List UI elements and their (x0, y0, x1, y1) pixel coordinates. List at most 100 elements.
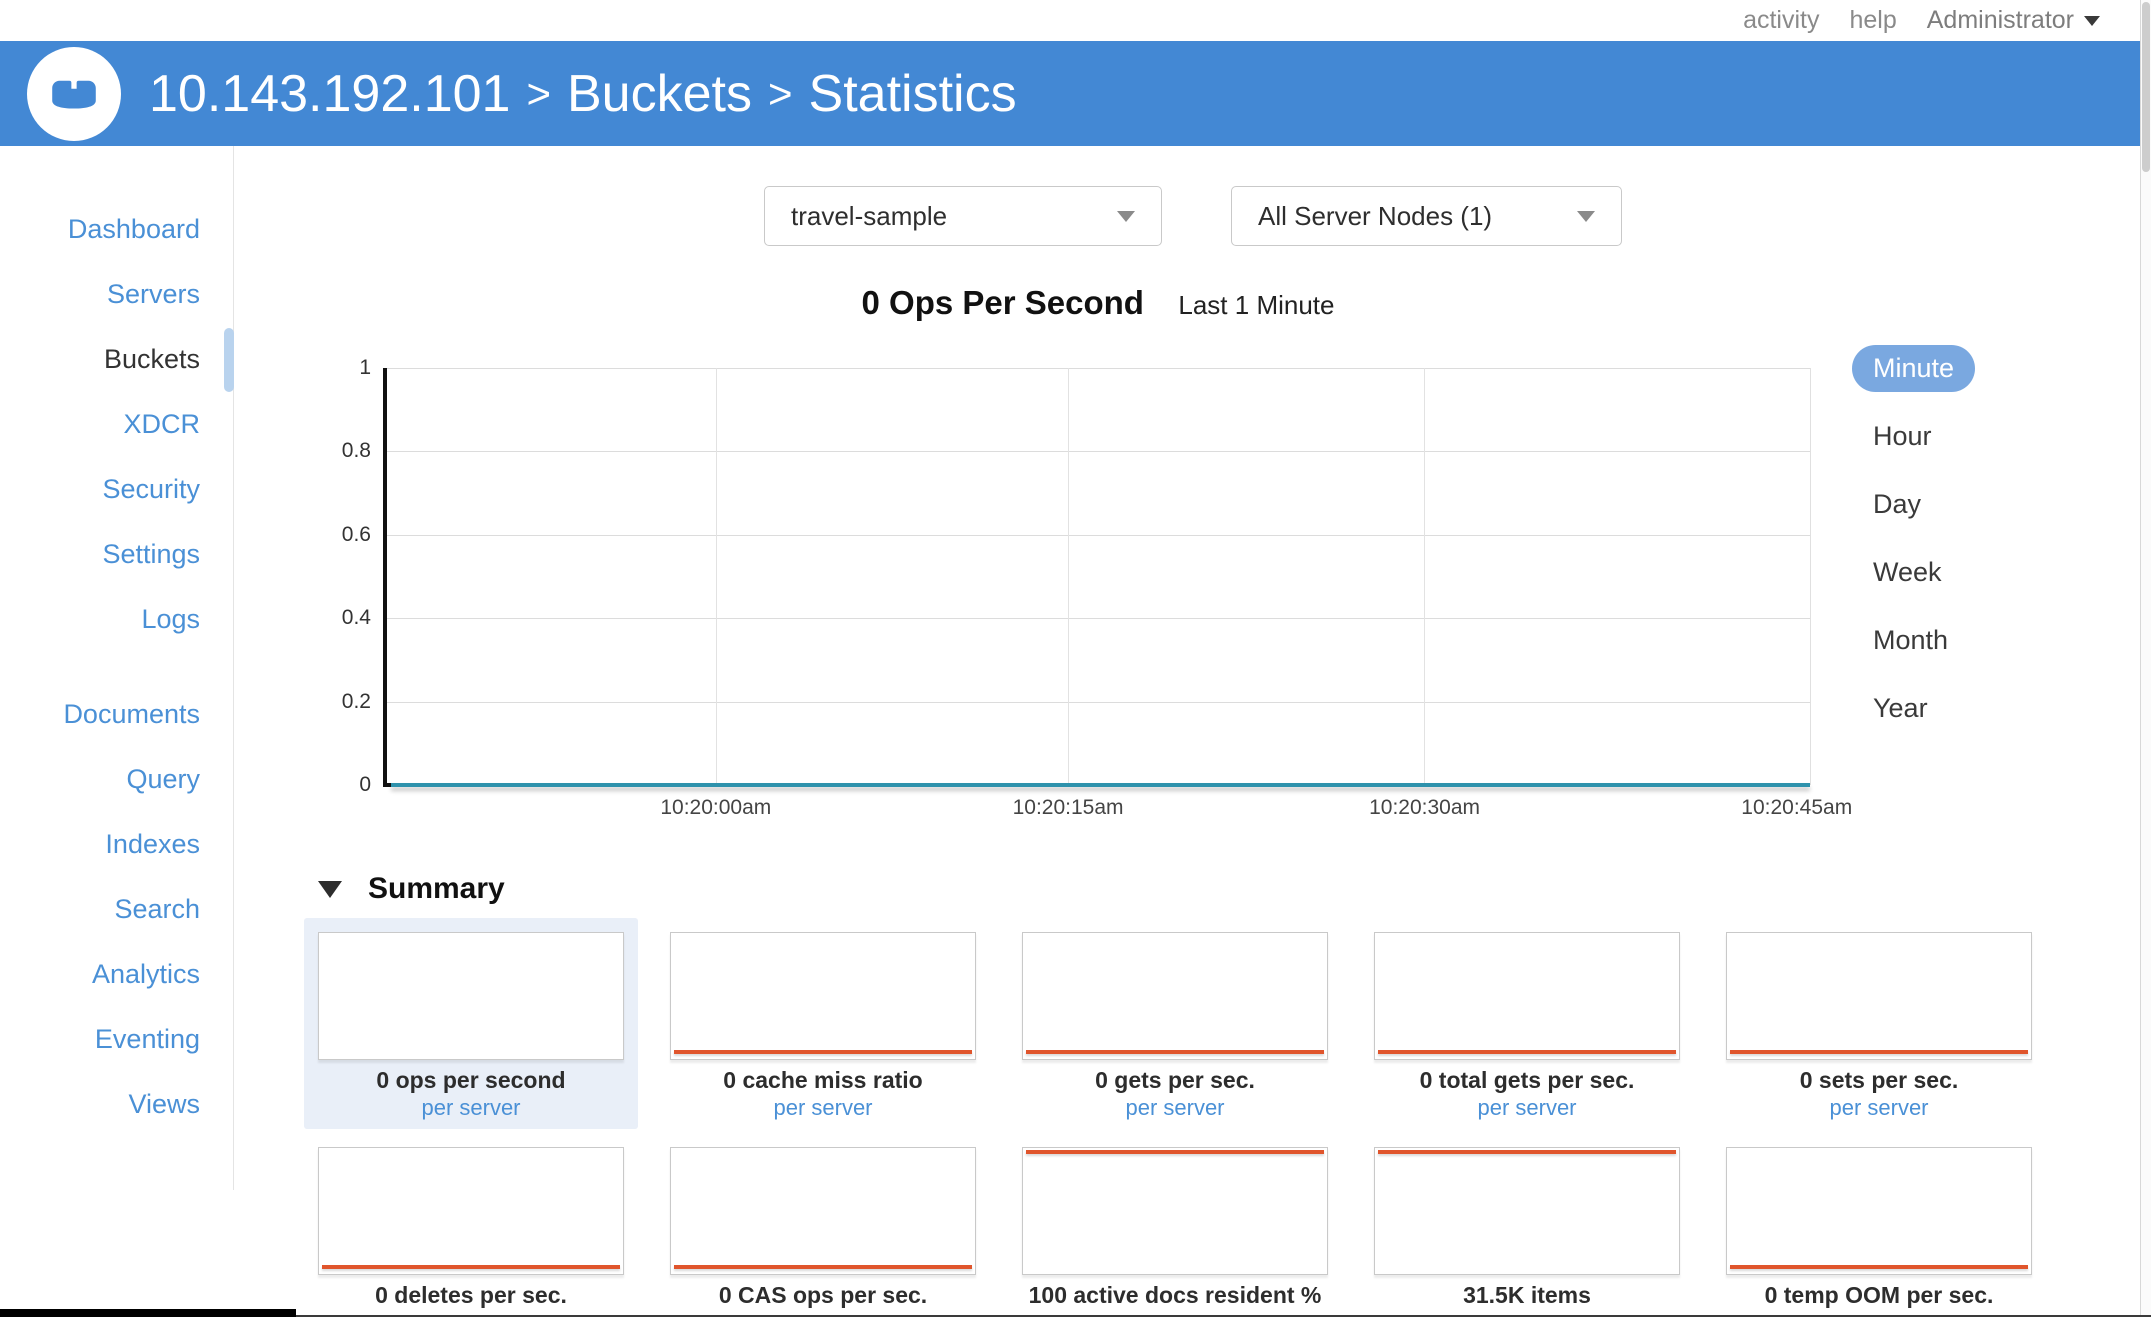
summary-section-toggle[interactable]: Summary (318, 872, 505, 906)
per-server-link[interactable]: per server (1125, 1095, 1225, 1121)
sidebar-item-dashboard[interactable]: Dashboard (67, 214, 200, 244)
per-server-link[interactable]: per server (773, 1095, 873, 1121)
page-scrollbar[interactable] (2140, 0, 2151, 1317)
time-range-week[interactable]: Week (1873, 557, 1942, 587)
stat-card-sets-per-sec[interactable]: 0 sets per sec. per server (1712, 918, 2046, 1129)
scrollbar-thumb[interactable] (2142, 2, 2150, 172)
chevron-down-icon (2084, 15, 2100, 26)
sidebar-item-analytics[interactable]: Analytics (91, 959, 200, 989)
breadcrumb-section: Buckets (567, 64, 752, 123)
user-name: Administrator (1926, 6, 2074, 34)
breadcrumb-subsection: Statistics (808, 64, 1017, 123)
ops-per-second-chart (383, 368, 1811, 787)
stat-mini-chart (670, 1146, 976, 1275)
sparkline (322, 1264, 620, 1269)
sparkline (1026, 1149, 1324, 1154)
stat-label: 0 temp OOM per sec. (1764, 1281, 1994, 1308)
stat-label: 0 ops per second (376, 1067, 566, 1093)
stat-mini-chart (318, 1146, 624, 1275)
sidebar-item-query[interactable]: Query (126, 764, 200, 794)
sidebar-item-settings[interactable]: Settings (102, 539, 200, 569)
sidebar-item-views[interactable]: Views (128, 1089, 200, 1119)
per-server-link[interactable]: per server (670, 1310, 976, 1317)
chevron-down-icon (1577, 210, 1595, 222)
stat-card-total-gets-per-sec[interactable]: 0 total gets per sec. per server (1360, 918, 1694, 1129)
sidebar-item-xdcr[interactable]: XDCR (123, 409, 200, 439)
stat-card-ops-per-second[interactable]: 0 ops per second per server (304, 918, 638, 1129)
gridline (385, 618, 1810, 620)
stat-card-active-docs-resident[interactable]: 100 active docs resident % per server (1008, 1133, 1342, 1317)
sparkline (1730, 1264, 2028, 1269)
stat-card-gets-per-sec[interactable]: 0 gets per sec. per server (1008, 918, 1342, 1129)
stat-label: 0 sets per sec. (1799, 1067, 1959, 1093)
sidebar-item-logs[interactable]: Logs (141, 604, 200, 634)
app-header: 10.143.192.101 > Buckets > Statistics (0, 41, 2140, 146)
per-server-link[interactable]: per server (421, 1095, 521, 1121)
chart-selectors: travel-sample All Server Nodes (1) (764, 186, 1622, 246)
per-server-link[interactable]: per server (318, 1310, 624, 1317)
time-range-year[interactable]: Year (1873, 693, 1928, 723)
collapse-triangle-icon (318, 880, 342, 898)
y-tick: 0.6 (341, 523, 371, 546)
summary-heading: Summary (368, 872, 505, 905)
stat-card-cache-miss-ratio[interactable]: 0 cache miss ratio per server (656, 918, 990, 1129)
time-range-selector: Minute Hour Day Week Month Year (1852, 345, 1976, 753)
breadcrumb-host: 10.143.192.101 (149, 64, 511, 123)
gridline (385, 701, 1810, 703)
bucket-select[interactable]: travel-sample (764, 186, 1162, 246)
x-tick: 10:20:45am (1741, 796, 1853, 819)
x-tick: 10:20:00am (660, 796, 772, 819)
time-range-month[interactable]: Month (1873, 625, 1949, 655)
time-range-minute[interactable]: Minute (1852, 345, 1976, 392)
sidebar-item-buckets[interactable]: Buckets (103, 344, 200, 374)
y-tick: 0.8 (341, 439, 371, 462)
stat-card-deletes-per-sec[interactable]: 0 deletes per sec. per server (304, 1133, 638, 1317)
stat-label: 0 gets per sec. (1095, 1067, 1255, 1093)
couchbase-logo-icon (27, 46, 121, 141)
sidebar-item-eventing[interactable]: Eventing (94, 1024, 200, 1054)
time-range-day[interactable]: Day (1873, 489, 1922, 519)
sidebar-item-indexes[interactable]: Indexes (105, 829, 200, 859)
breadcrumb-separator: > (526, 69, 551, 117)
sparkline (674, 1050, 972, 1054)
time-range-hour[interactable]: Hour (1873, 421, 1932, 451)
chart-title-row: 0 Ops Per Second Last 1 Minute (385, 284, 1811, 322)
stat-mini-chart (1374, 932, 1680, 1060)
sidebar-item-search[interactable]: Search (114, 894, 200, 924)
stat-mini-chart (318, 932, 624, 1060)
stat-card-temp-oom-per-sec[interactable]: 0 temp OOM per sec. per server (1712, 1133, 2046, 1317)
sidebar-item-security[interactable]: Security (102, 474, 200, 504)
activity-link[interactable]: activity (1743, 6, 1820, 34)
user-menu[interactable]: Administrator (1927, 6, 2100, 35)
help-link[interactable]: help (1849, 6, 1897, 34)
x-tick: 10:20:30am (1369, 796, 1481, 819)
chart-range-label: Last 1 Minute (1178, 290, 1335, 320)
stat-card-cas-ops-per-sec[interactable]: 0 CAS ops per sec. per server (656, 1133, 990, 1317)
sidebar-item-servers[interactable]: Servers (106, 279, 200, 309)
per-server-link[interactable]: per server (1726, 1310, 2032, 1317)
gridline (1423, 368, 1425, 785)
chart-title: 0 Ops Per Second (861, 284, 1144, 321)
chevron-down-icon (1117, 210, 1135, 222)
sidebar-nav: Dashboard Servers Buckets XDCR Security … (0, 197, 200, 1137)
per-server-link[interactable]: per server (1374, 1310, 1680, 1317)
server-nodes-select[interactable]: All Server Nodes (1) (1231, 186, 1622, 246)
stat-mini-chart (670, 932, 976, 1060)
stat-card-items[interactable]: 31.5K items per server (1360, 1133, 1694, 1317)
sidebar-group-workbench: Documents Query Indexes Search Analytics… (0, 682, 200, 1137)
per-server-link[interactable]: per server (1477, 1095, 1577, 1121)
sidebar-divider (233, 146, 234, 1190)
stat-label: 100 active docs resident % (1028, 1281, 1322, 1308)
gridline (385, 451, 1810, 453)
per-server-link[interactable]: per server (1829, 1095, 1929, 1121)
breadcrumb-separator: > (767, 69, 793, 117)
summary-cards-grid: 0 ops per second per server 0 cache miss… (304, 918, 2046, 1317)
sidebar-item-documents[interactable]: Documents (63, 699, 200, 729)
stat-mini-chart (1726, 932, 2032, 1060)
gridline (1067, 368, 1069, 785)
per-server-link[interactable]: per server (1022, 1310, 1328, 1317)
stat-label: 0 cache miss ratio (723, 1067, 923, 1093)
stat-mini-chart (1022, 1146, 1328, 1275)
sparkline (1378, 1149, 1676, 1154)
y-axis (383, 368, 399, 787)
